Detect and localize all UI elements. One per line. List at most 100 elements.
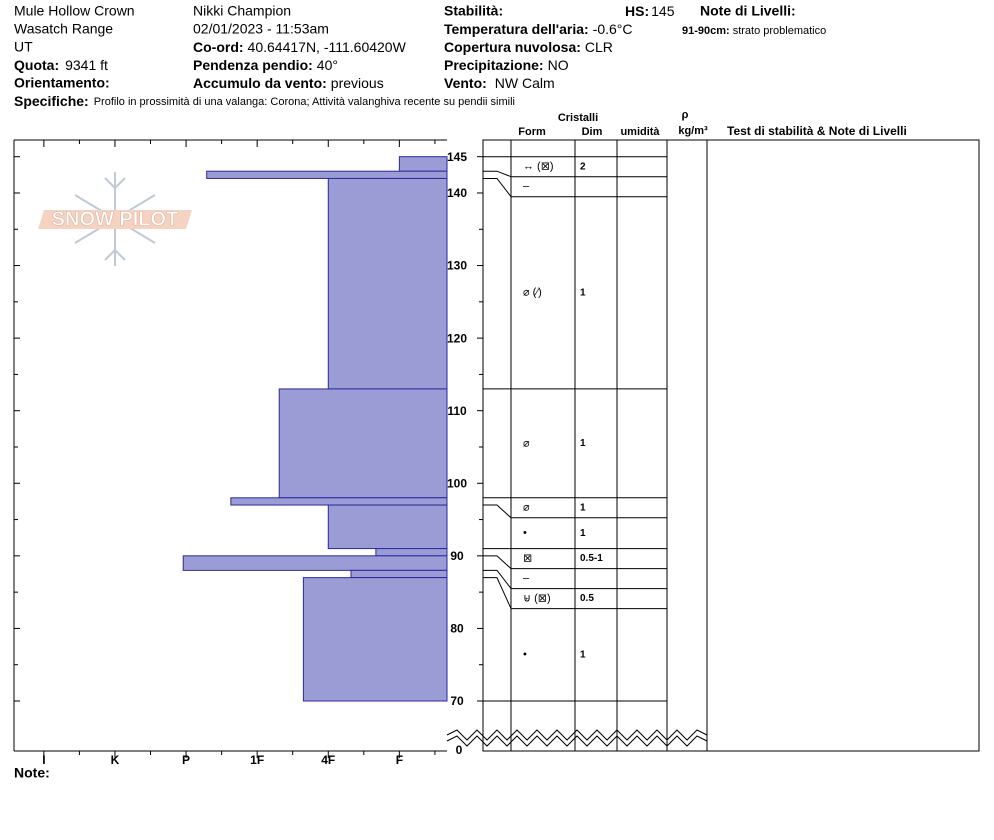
grain-form: ⌀ (⁄) [523,287,542,299]
size-header: Dim [582,126,603,138]
wind: Vento: NW Calm [444,75,555,91]
hardness-bar [327,504,448,550]
label: HS: [625,3,649,19]
table-frame [482,139,980,752]
value: NW Calm [495,75,555,91]
value: NO [548,57,569,73]
slope: Pendenza pendio: 40° [193,57,338,73]
location: Mule Hollow Crown [14,3,135,19]
depth-tick-label: 140 [447,186,467,200]
grain-size: 0.5 [580,593,594,604]
value: 40.64417N, -111.60420W [248,39,407,55]
layer-notes-title: Note di Livelli: [700,3,796,19]
axis-break [446,735,708,747]
depth-tick-label: 145 [447,150,467,164]
grain-form: ⊠ [523,553,532,565]
hardness-bar [350,569,448,579]
value: 145 [651,3,675,19]
depth-tick-label: 80 [450,622,464,636]
depth-tick-label: 100 [447,476,467,490]
state: UT [14,39,33,55]
depth-base-label: 0 [456,743,463,757]
elevation: Quota: 9341 ft [14,57,108,73]
grain-form: – [523,573,530,585]
label: Copertura nuvolosa: [444,39,581,55]
hardness-tick-label: 4F [321,753,335,767]
sky: Copertura nuvolosa: CLR [444,39,613,55]
label: Temperatura dell'aria: [444,21,589,37]
value: 9341 ft [65,57,108,73]
hardness-bar [230,497,448,506]
label: Specifiche: [14,93,89,109]
crystals-header: Cristalli [558,112,598,124]
value: CLR [585,39,613,55]
depth-tick-label: 130 [447,259,467,273]
hardness-bar [278,388,448,499]
grain-size: 0.5-1 [580,553,603,564]
depth-tick-label: 110 [447,404,467,418]
value: Profilo in prossimità di una valanga: Co… [94,96,515,108]
layer-note: 91-90cm: strato problematico [682,25,826,37]
wind-loading: Accumulo da vento: previous [193,75,384,91]
value: previous [331,75,384,91]
layer-connector [483,177,512,197]
label: Co-ord: [193,39,244,55]
grain-size: 1 [580,649,586,660]
stability: Stabilità: [444,3,503,19]
grain-form: ↔ (⊠) [523,161,554,173]
depth: 91-90cm: [682,25,730,37]
grain-form: ⌀ [523,437,530,449]
hardness-tick-label: 1F [250,753,264,767]
layer-connector [483,577,512,609]
hardness-bar [327,177,448,390]
frames [13,139,980,752]
grain-size: 2 [580,161,586,172]
grain-form: • [523,649,527,661]
grain-size: 1 [580,502,586,513]
density-unit: kg/m³ [678,125,708,137]
hardness-bar [375,548,448,557]
observer: Nikki Champion [193,3,291,19]
axis-break [446,729,708,741]
grain-form: ⊌ (⊠) [523,593,551,605]
range: Wasatch Range [14,21,113,37]
grain-size: 1 [580,287,586,298]
specifics: Specifiche: Profilo in prossimità di una … [14,93,515,109]
hardness-bar [398,156,448,172]
form-header: Form [518,126,546,138]
hardness-tick-label: I [42,753,45,767]
air-temp: Temperatura dell'aria: -0.6°C [444,21,633,37]
layer-connector [483,569,512,589]
hardness-bar [302,577,448,702]
layer-connector [483,170,512,178]
value: 40° [317,57,338,73]
datetime: 02/01/2023 - 11:53am [193,21,329,37]
label: Vento: [444,75,487,91]
depth-tick-label: 120 [447,331,467,345]
note-label: Note: [14,765,50,781]
grain-size: 1 [580,438,586,449]
logo: SNOW PILOT [38,172,192,266]
logo-text: SNOW PILOT [52,208,179,230]
tests-header: Test di stabilità & Note di Livelli [727,124,907,138]
hardness-bar [206,170,448,179]
layer-connector [483,555,512,569]
text: strato problematico [733,25,827,37]
coords: Co-ord: 40.64417N, -111.60420W [193,39,407,55]
moisture-header: umidità [620,126,660,138]
hardness-tick-label: K [111,753,120,767]
label: Pendenza pendio: [193,57,313,73]
depth-tick-label: 90 [450,549,464,563]
value: -0.6°C [593,21,633,37]
precip: Precipitazione: NO [444,57,569,73]
grain-size: 1 [580,528,586,539]
grain-form: ⌀ [523,502,530,514]
label: Precipitazione: [444,57,544,73]
hardness-tick-label: P [182,753,190,767]
layer-connector [483,504,512,519]
grain-form: – [523,181,530,193]
hardness-tick-label: F [396,753,403,767]
grain-form: • [523,527,527,539]
label: Accumulo da vento: [193,75,327,91]
